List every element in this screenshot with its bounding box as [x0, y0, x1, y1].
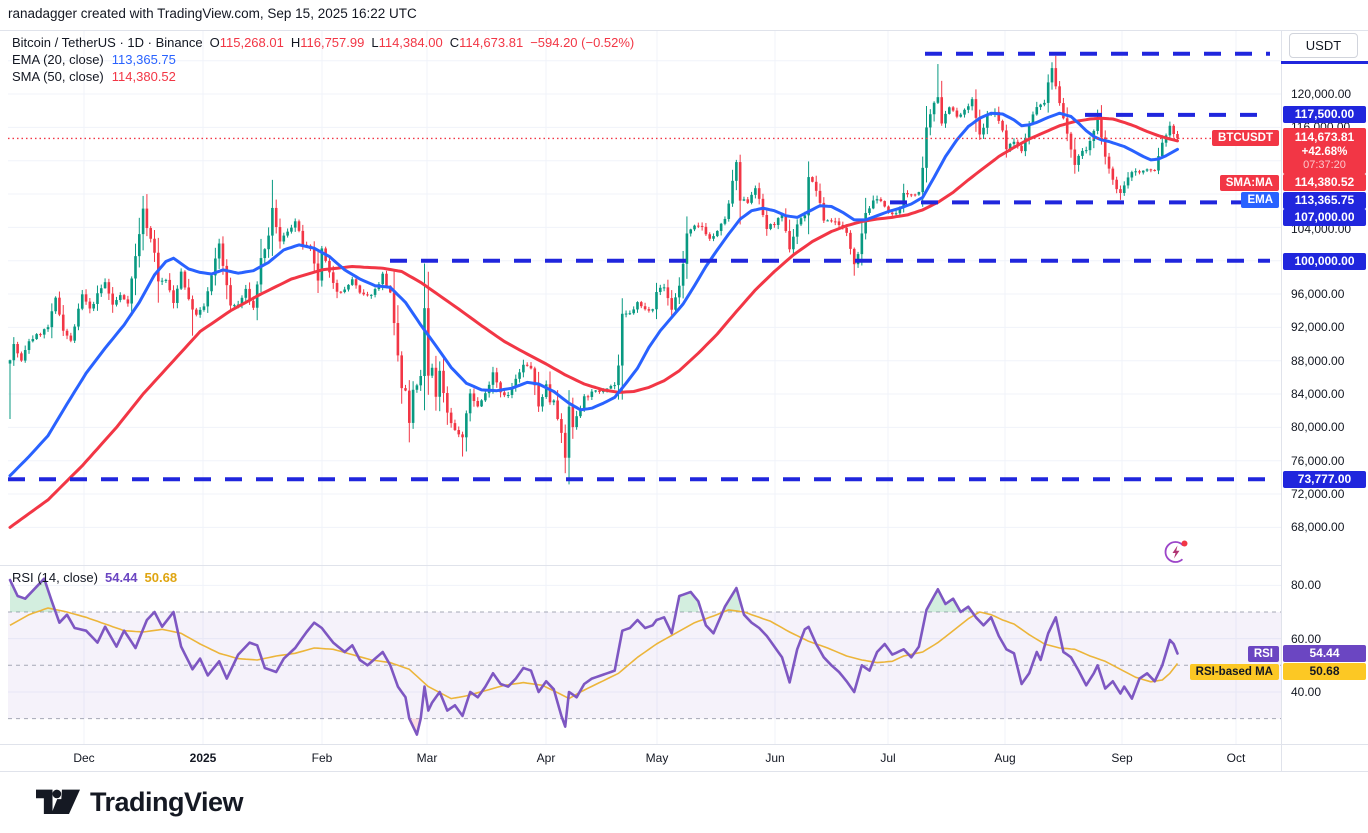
open-value: 115,268.01	[219, 35, 284, 50]
ema20-series	[8, 111, 1179, 478]
btcusdt-float-label: BTCUSDT	[1212, 130, 1279, 146]
sma-price-badge[interactable]: 114,380.52	[1283, 174, 1366, 191]
high-label: H	[290, 35, 301, 50]
price-axis-label: 84,000.00	[1291, 387, 1345, 401]
low-label: L	[371, 35, 379, 50]
rsi-series	[8, 577, 1179, 736]
low-value: 114,384.00	[378, 35, 443, 50]
price-axis-border	[1281, 30, 1282, 771]
symbol-legend-row[interactable]: Bitcoin / TetherUS · 1D · Binance O115,26…	[12, 35, 634, 50]
symbol-title[interactable]: Bitcoin / TetherUS · 1D · Binance	[12, 35, 203, 50]
ema20-line	[8, 111, 1179, 478]
price-axis-label: 88,000.00	[1291, 354, 1345, 368]
widget-top-border	[0, 30, 1368, 31]
price-axis-label: 96,000.00	[1291, 287, 1345, 301]
rsi-ma-series	[9, 607, 1179, 700]
time-axis-label-feb[interactable]: Feb	[311, 751, 333, 765]
pane-separator[interactable]	[0, 565, 1281, 566]
level-price-badge[interactable]: 107,000.00	[1283, 209, 1366, 226]
price-axis-label: 72,000.00	[1291, 487, 1345, 501]
tradingview-logo[interactable]: TradingView	[36, 787, 244, 818]
sma50-line	[8, 116, 1179, 529]
ema-value: 113,365.75	[111, 52, 176, 67]
rsi-axis-label: 60.00	[1291, 631, 1322, 646]
last-price-badge[interactable]: 114,673.81 +42.68% 07:37:20	[1283, 128, 1366, 174]
tradingview-logo-text: TradingView	[90, 787, 244, 817]
rsi-line	[8, 577, 1179, 736]
sma-label: SMA (50, close)	[12, 69, 104, 84]
bar-countdown: 07:37:20	[1303, 159, 1346, 171]
level-price-badge[interactable]: 117,500.00	[1283, 106, 1366, 123]
rsi-axis-label: 40.00	[1291, 685, 1322, 699]
rsi-series-label: RSI	[1247, 645, 1279, 662]
price-axis-label: 76,000.00	[1291, 454, 1345, 468]
notification-dot	[1181, 540, 1188, 547]
time-axis-label-sep[interactable]: Sep	[1111, 751, 1133, 765]
sma-value: 114,380.52	[111, 69, 176, 84]
price-axis-label: 92,000.00	[1291, 320, 1345, 334]
time-axis-label-oct[interactable]: Oct	[1226, 751, 1246, 765]
time-axis-border	[0, 744, 1368, 745]
price-axis-label: 68,000.00	[1291, 520, 1345, 534]
time-axis-label-aug[interactable]: Aug	[994, 751, 1016, 765]
rsi-ma-value: 50.68	[144, 570, 178, 585]
rsi-ma-line	[9, 607, 1179, 700]
time-axis-label-jun[interactable]: Jun	[765, 751, 785, 765]
rsi-fills	[10, 578, 973, 735]
rsi-value: 54.44	[104, 570, 138, 585]
time-axis-label-may[interactable]: May	[645, 751, 669, 765]
sma-ma-float-label: SMA:MA	[1219, 174, 1279, 191]
ema-price-badge[interactable]: 113,365.75	[1283, 191, 1366, 209]
lightning-icon	[1172, 545, 1180, 559]
price-axis-label: 120,000.00	[1291, 87, 1352, 101]
rsi-ma-series-label: RSI-based MA	[1189, 663, 1279, 680]
high-value: 116,757.99	[300, 35, 365, 50]
tradingview-logo-icon	[36, 789, 80, 814]
price-axis-label: 80,000.00	[1291, 420, 1345, 434]
ema-legend-row[interactable]: EMA (20, close) 113,365.75	[12, 52, 176, 67]
sma-legend-row[interactable]: SMA (50, close) 114,380.52	[12, 69, 176, 84]
rsi-value-badge[interactable]: 54.44	[1283, 645, 1366, 662]
axis-blue-marker	[1281, 61, 1368, 64]
level-price-badge[interactable]: 100,000.00	[1283, 252, 1366, 270]
change-percent-value: +42.68%	[1301, 146, 1348, 158]
rsi-label: RSI (14, close)	[12, 570, 98, 585]
close-label: C	[449, 35, 460, 50]
time-axis-label-dec[interactable]: Dec	[73, 751, 95, 765]
change-value: −594.20 (−0.52%)	[530, 35, 635, 50]
widget-bottom-border	[0, 771, 1368, 772]
time-axis-label-mar[interactable]: Mar	[416, 751, 438, 765]
rsi-ma-value-badge[interactable]: 50.68	[1283, 663, 1366, 680]
flash-fab-button[interactable]	[1163, 538, 1190, 565]
last-price-value: 114,673.81	[1294, 130, 1355, 144]
time-axis-label-2025[interactable]: 2025	[189, 751, 217, 765]
sma50-series	[8, 116, 1179, 529]
currency-toggle-button[interactable]: USDT	[1289, 33, 1358, 58]
ema-label: EMA (20, close)	[12, 52, 104, 67]
candlestick-series	[8, 55, 1179, 485]
ema-float-label: EMA	[1241, 192, 1279, 208]
attribution-text: ranadagger created with TradingView.com,…	[8, 6, 417, 21]
close-value: 114,673.81	[459, 35, 524, 50]
support-resistance-lines	[8, 51, 1270, 482]
time-axis-label-jul[interactable]: Jul	[880, 751, 896, 765]
rsi-axis-label: 80.00	[1291, 578, 1322, 593]
level-price-badge[interactable]: 73,777.00	[1283, 471, 1366, 488]
open-label: O	[209, 35, 220, 50]
rsi-legend-row[interactable]: RSI (14, close) 54.44 50.68	[12, 570, 177, 585]
time-axis-label-apr[interactable]: Apr	[536, 751, 556, 765]
